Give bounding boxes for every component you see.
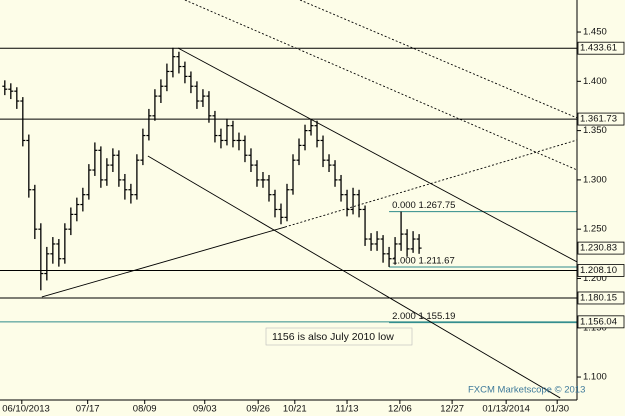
level-label-box <box>577 291 625 305</box>
y-tick-label: 1.300 <box>583 174 607 185</box>
watermark: FXCM Marketscope © 2013 <box>468 385 585 396</box>
y-tick-label: 1.250 <box>583 224 607 235</box>
level-label: 1.156.04 <box>580 316 617 327</box>
y-tick-label: 1.350 <box>583 125 607 136</box>
labels: 1.1001.1501.2001.2501.3001.3501.4001.450… <box>2 27 625 415</box>
y-tick-label: 1.200 <box>583 273 607 284</box>
x-tick-label: 11/13 <box>336 404 359 415</box>
trendline <box>284 139 577 228</box>
y-tick-label: 1.450 <box>583 27 607 38</box>
level-label: 1.208.10 <box>580 265 617 276</box>
level-label-box <box>577 264 625 277</box>
annotation-box <box>265 327 413 346</box>
level-label-box <box>577 41 625 55</box>
x-tick-label: 06/10/2013 <box>2 404 50 415</box>
plot-area <box>0 0 577 399</box>
fib-label: 1.000 1.211.67 <box>392 255 455 266</box>
level-label: 1.433.61 <box>580 43 617 54</box>
last-price-box <box>577 241 625 255</box>
y-tick-label: 1.400 <box>583 76 607 87</box>
x-tick-label: 01/30 <box>545 404 569 415</box>
trendline <box>177 47 577 263</box>
level-label-box <box>577 315 625 329</box>
x-tick-label: 12/06 <box>388 404 412 415</box>
y-tick-label: 1.100 <box>583 372 607 383</box>
fib-label: 2.000 1.155.19 <box>392 311 455 322</box>
last-price-label: 1.230.83 <box>580 243 617 254</box>
fib-label: 0.000 1.267.75 <box>392 200 455 211</box>
trendline <box>41 226 286 298</box>
x-tick-label: 07/17 <box>76 404 100 415</box>
trendline <box>184 0 577 171</box>
x-tick-label: 09/26 <box>246 404 270 415</box>
x-tick-label: 09/03 <box>193 404 217 415</box>
annotation: 1156 is also July 2010 low <box>272 331 394 343</box>
level-label-box <box>577 112 625 126</box>
x-tick-label: 01/13/2014 <box>482 404 530 415</box>
trendline <box>147 155 561 399</box>
level-label: 1.180.15 <box>580 292 617 303</box>
x-tick-label: 12/27 <box>440 404 464 415</box>
level-label: 1.361.73 <box>580 114 617 125</box>
x-tick-label: 10/21 <box>283 404 307 415</box>
x-tick-label: 08/09 <box>133 404 157 415</box>
